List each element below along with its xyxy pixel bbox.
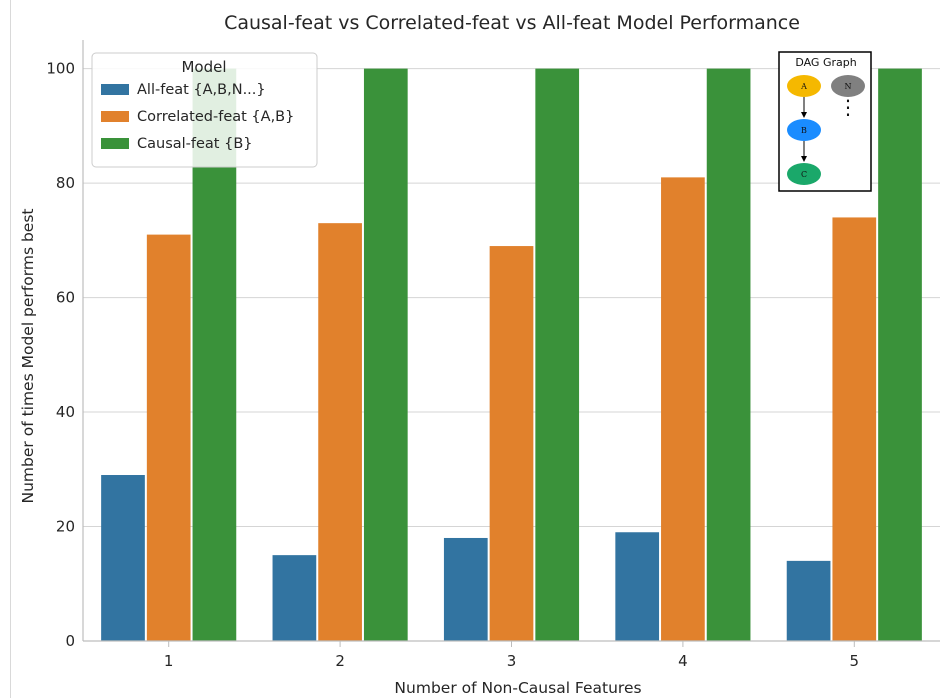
x-tick-label: 4 [678,652,688,670]
legend: Model All-feat {A,B,N...} Correlated-feat… [91,52,318,168]
legend-box [91,52,318,168]
dag-graph-inset: DAG Graph A N B C ⋮ [778,51,872,192]
y-tick-label: 20 [56,518,75,536]
bar-series-1-cat-3 [661,177,705,641]
dag-node-n-label: N [845,82,852,91]
y-tick-label: 0 [65,632,75,650]
y-tick-label: 60 [56,289,75,307]
x-axis-label: Number of Non-Causal Features [394,679,641,697]
x-tick-label: 1 [164,652,174,670]
bar-series-2-cat-3 [706,68,751,642]
dag-node-b-label: B [801,126,807,135]
dag-ellipsis: ⋮ [838,95,858,119]
y-tick-labels: 0 20 40 60 80 100 [46,60,75,650]
x-tick-label: 3 [507,652,517,670]
x-tick-label: 5 [850,652,860,670]
dag-inset-title: DAG Graph [795,56,856,69]
x-tick-label: 2 [335,652,345,670]
legend-label-1: Correlated-feat {A,B} [137,109,294,125]
legend-label-0: All-feat {A,B,N...} [137,82,266,98]
legend-title: Model [181,58,226,76]
dag-node-c-label: C [801,170,807,179]
bar-series-0-cat-2 [443,537,488,641]
dag-node-c [787,163,821,185]
y-tick-label: 80 [56,174,75,192]
dag-node-b [787,119,821,141]
legend-label-2: Causal-feat {B} [137,136,253,152]
legend-entries: All-feat {A,B,N...} Correlated-feat {A,B}… [101,82,294,152]
dag-node-a [787,75,821,97]
bar-series-2-cat-1 [363,68,408,642]
bar-series-2-cat-2 [535,68,580,642]
dag-node-a-label: A [800,82,807,91]
bar-series-0-cat-1 [272,555,317,641]
bar-series-0-cat-0 [101,475,145,641]
bar-series-1-cat-1 [318,223,362,641]
left-border-line [10,0,11,698]
bar-series-1-cat-0 [146,234,191,641]
y-tick-label: 40 [56,403,75,421]
dag-node-n [831,75,865,97]
bar-series-0-cat-4 [786,560,831,641]
x-tick-labels: 1 2 3 4 5 [164,641,859,670]
legend-swatch-1 [101,111,129,122]
bar-series-1-cat-4 [832,217,877,641]
y-axis-label: Number of times Model performs best [19,209,37,504]
bar-series-0-cat-3 [615,532,660,641]
bar-series-1-cat-2 [489,246,534,642]
legend-swatch-2 [101,138,129,149]
bar-series-2-cat-4 [878,68,922,642]
y-tick-label: 100 [46,60,75,78]
legend-swatch-0 [101,84,129,95]
chart-title: Causal-feat vs Correlated-feat vs All-fe… [224,12,800,34]
